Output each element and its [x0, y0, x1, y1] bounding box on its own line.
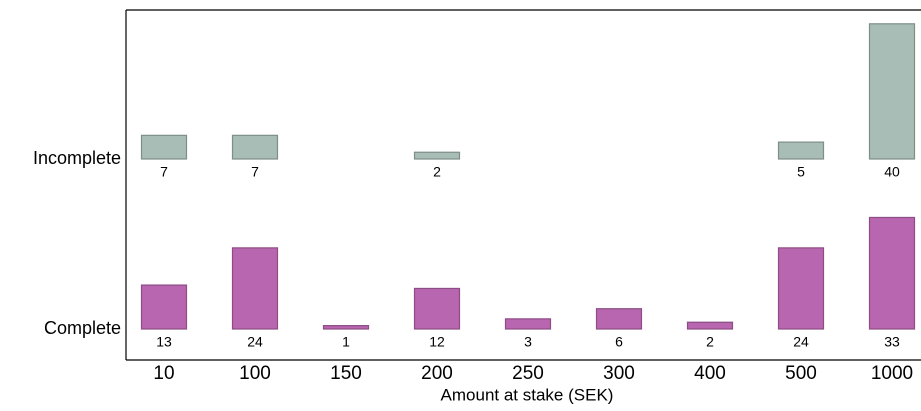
x-axis-label: Amount at stake (SEK) — [441, 385, 614, 404]
bar — [868, 23, 916, 160]
bar — [686, 321, 734, 330]
x-tick-label: 200 — [421, 363, 453, 384]
value-label: 33 — [884, 334, 900, 350]
value-label: 13 — [156, 334, 172, 350]
bar — [231, 247, 279, 330]
row-label: Incomplete — [33, 148, 121, 168]
bar — [140, 134, 188, 160]
value-label: 6 — [615, 334, 623, 350]
bar — [140, 284, 188, 330]
x-tick-label: 500 — [785, 363, 817, 384]
x-tick-label: 150 — [330, 363, 362, 384]
value-label: 12 — [429, 334, 445, 350]
bar — [777, 141, 825, 160]
bar — [231, 134, 279, 160]
bar — [868, 216, 916, 330]
value-label: 7 — [160, 164, 168, 180]
x-tick-label: 400 — [694, 363, 726, 384]
bar — [322, 325, 370, 330]
bar — [413, 287, 461, 330]
value-label: 40 — [884, 164, 900, 180]
x-tick-label: 300 — [603, 363, 635, 384]
value-label: 1 — [342, 334, 350, 350]
x-tick-label: 250 — [512, 363, 544, 384]
bar — [504, 318, 552, 330]
bar — [595, 308, 643, 330]
bar — [413, 151, 461, 160]
value-label: 2 — [706, 334, 714, 350]
value-label: 7 — [251, 164, 259, 180]
value-label: 24 — [247, 334, 263, 350]
bar — [777, 247, 825, 330]
x-tick-label: 100 — [239, 363, 271, 384]
value-label: 2 — [433, 164, 441, 180]
value-label: 24 — [793, 334, 809, 350]
x-tick-label: 10 — [153, 363, 174, 384]
value-label: 5 — [797, 164, 805, 180]
value-label: 3 — [524, 334, 532, 350]
x-tick-label: 1000 — [871, 363, 913, 384]
row-label: Complete — [44, 318, 121, 338]
